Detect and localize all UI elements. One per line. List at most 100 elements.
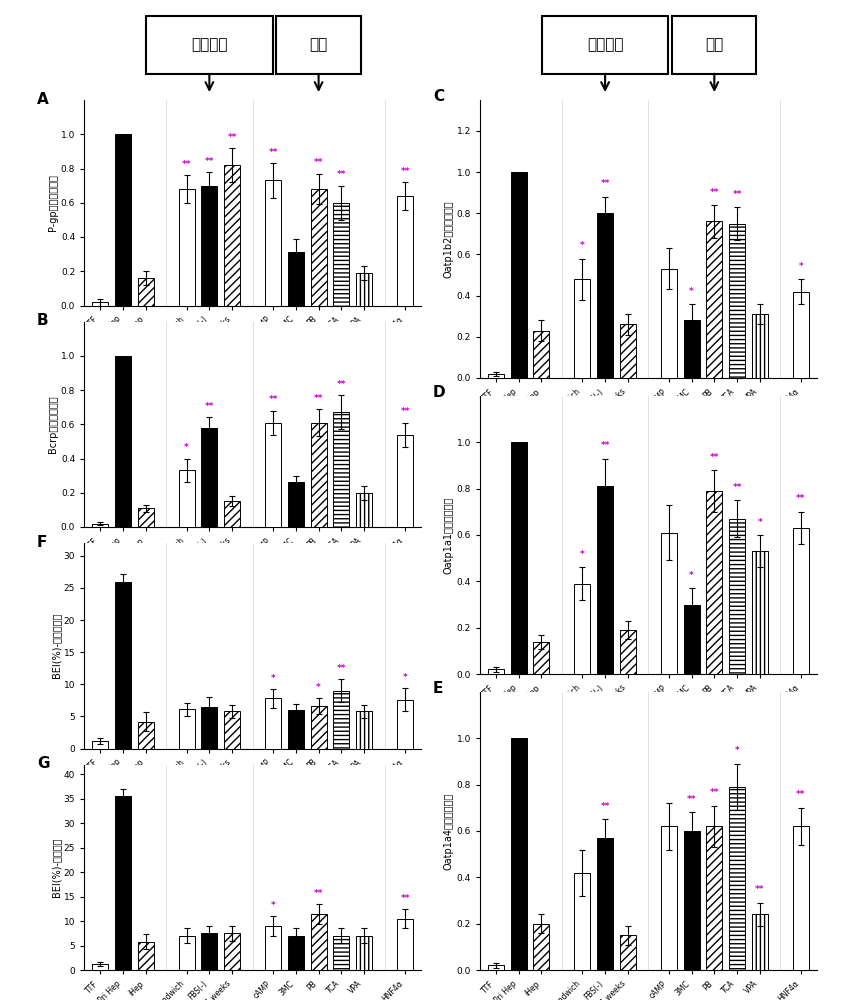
Text: 培养条件: 培养条件 bbox=[587, 37, 623, 52]
Text: *: * bbox=[580, 550, 584, 559]
Bar bbox=[224, 501, 240, 527]
Text: **: ** bbox=[710, 188, 719, 197]
Bar bbox=[92, 524, 108, 527]
Text: *: * bbox=[184, 443, 189, 452]
Text: *: * bbox=[690, 571, 694, 580]
Bar bbox=[138, 942, 153, 970]
Bar bbox=[534, 924, 549, 970]
Text: **: ** bbox=[600, 802, 610, 811]
Text: *: * bbox=[271, 901, 275, 910]
Text: 激活: 激活 bbox=[310, 37, 328, 52]
Bar bbox=[92, 741, 108, 748]
Text: A: A bbox=[37, 92, 49, 107]
Bar bbox=[288, 482, 304, 527]
Bar bbox=[752, 314, 768, 378]
Text: E: E bbox=[433, 681, 443, 696]
Bar bbox=[179, 936, 195, 970]
Text: **: ** bbox=[796, 790, 806, 799]
Bar bbox=[793, 826, 809, 970]
Y-axis label: Oatp1a1基因表达水平: Oatp1a1基因表达水平 bbox=[444, 496, 454, 574]
Bar bbox=[311, 189, 327, 306]
Bar bbox=[138, 508, 153, 527]
Bar bbox=[179, 189, 195, 306]
Text: *: * bbox=[758, 518, 762, 527]
Bar bbox=[684, 320, 700, 378]
Bar bbox=[488, 374, 504, 378]
Bar bbox=[752, 551, 768, 674]
Text: **: ** bbox=[733, 483, 742, 492]
Text: *: * bbox=[798, 262, 803, 271]
Text: **: ** bbox=[205, 157, 214, 166]
Text: F: F bbox=[37, 535, 47, 550]
Bar bbox=[597, 486, 613, 674]
Text: **: ** bbox=[205, 402, 214, 411]
Bar bbox=[729, 519, 745, 674]
Bar bbox=[311, 914, 327, 970]
Bar bbox=[92, 964, 108, 970]
Text: *: * bbox=[402, 673, 408, 682]
Bar bbox=[201, 933, 217, 970]
Bar bbox=[706, 826, 722, 970]
Bar bbox=[574, 584, 590, 674]
Bar bbox=[115, 134, 131, 306]
Bar bbox=[661, 533, 677, 674]
Bar bbox=[265, 180, 281, 306]
Bar bbox=[597, 213, 613, 378]
Bar bbox=[684, 831, 700, 970]
Bar bbox=[356, 711, 372, 748]
Bar bbox=[510, 442, 526, 674]
Bar bbox=[288, 936, 304, 970]
Text: **: ** bbox=[796, 494, 806, 503]
Y-axis label: BEI(%)-甲氨蝶呤: BEI(%)-甲氨蝶呤 bbox=[51, 838, 61, 897]
Text: **: ** bbox=[337, 170, 346, 179]
Text: **: ** bbox=[600, 179, 610, 188]
Bar bbox=[288, 252, 304, 306]
Bar bbox=[729, 224, 745, 378]
Bar bbox=[620, 630, 636, 674]
Text: **: ** bbox=[314, 394, 323, 403]
Bar bbox=[333, 936, 349, 970]
Text: **: ** bbox=[710, 788, 719, 797]
Text: **: ** bbox=[400, 894, 410, 903]
Bar bbox=[265, 698, 281, 748]
Text: 激活: 激活 bbox=[706, 37, 723, 52]
Text: C: C bbox=[433, 89, 444, 104]
Text: **: ** bbox=[400, 407, 410, 416]
Bar bbox=[488, 965, 504, 970]
Bar bbox=[793, 528, 809, 674]
Text: **: ** bbox=[182, 160, 191, 169]
Bar bbox=[706, 221, 722, 378]
FancyBboxPatch shape bbox=[147, 16, 273, 74]
Bar bbox=[397, 435, 413, 527]
Bar bbox=[510, 738, 526, 970]
Bar bbox=[597, 838, 613, 970]
Text: **: ** bbox=[337, 664, 346, 673]
Bar bbox=[534, 331, 549, 378]
Bar bbox=[311, 423, 327, 527]
Text: B: B bbox=[37, 313, 49, 328]
Bar bbox=[115, 582, 131, 748]
Text: **: ** bbox=[600, 441, 610, 450]
Bar bbox=[115, 796, 131, 970]
Text: *: * bbox=[580, 241, 584, 250]
Text: **: ** bbox=[755, 885, 765, 894]
Bar bbox=[397, 919, 413, 970]
Text: **: ** bbox=[400, 167, 410, 176]
Bar bbox=[356, 273, 372, 306]
Bar bbox=[265, 926, 281, 970]
Y-axis label: P-gp基因表达水平: P-gp基因表达水平 bbox=[48, 174, 58, 231]
Bar bbox=[179, 709, 195, 748]
Text: 培养条件: 培养条件 bbox=[191, 37, 227, 52]
Bar bbox=[574, 873, 590, 970]
Y-axis label: Bcrp基因表达水平: Bcrp基因表达水平 bbox=[48, 395, 58, 453]
Bar bbox=[397, 196, 413, 306]
Bar bbox=[356, 936, 372, 970]
Text: **: ** bbox=[710, 453, 719, 462]
Bar bbox=[534, 642, 549, 674]
Bar bbox=[201, 707, 217, 748]
Text: **: ** bbox=[269, 395, 278, 404]
Bar bbox=[224, 711, 240, 748]
Text: **: ** bbox=[314, 889, 323, 898]
Bar bbox=[288, 710, 304, 748]
Bar bbox=[620, 324, 636, 378]
